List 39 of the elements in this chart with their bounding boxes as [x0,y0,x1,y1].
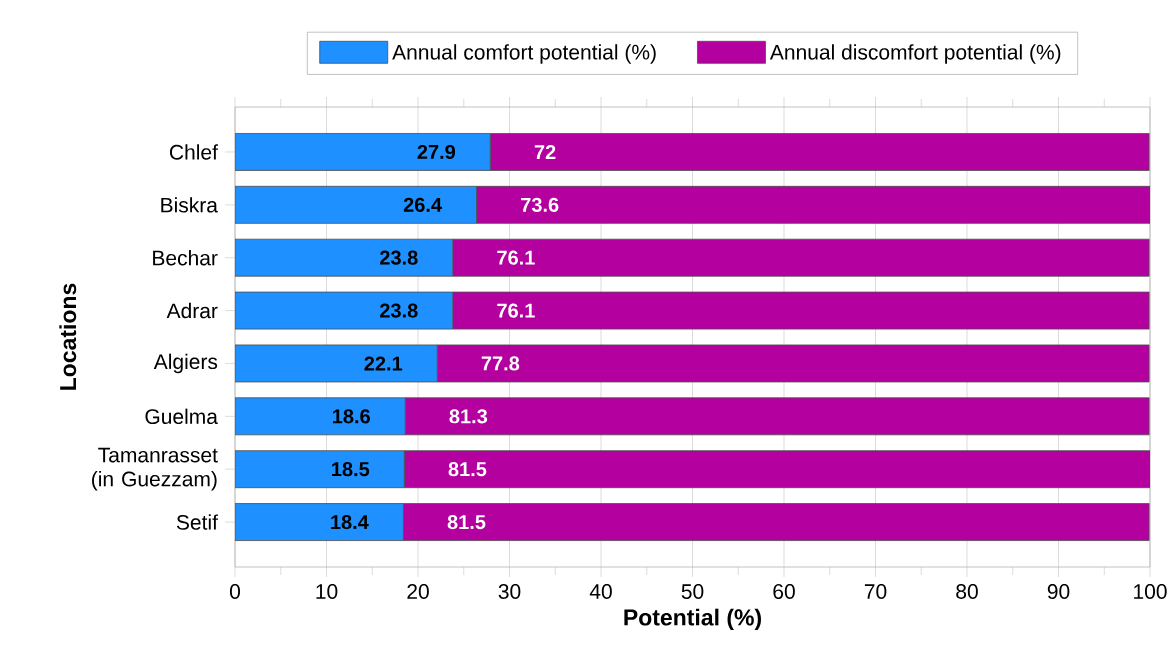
y-tick-label: Bechar [153,250,218,266]
data-label: 81.5 [447,514,486,530]
y-tick-label: Adrar [166,302,218,319]
x-tick-label: 0 [229,584,241,599]
data-label: 23.8 [380,250,418,265]
data-label: 22.1 [364,356,403,371]
y-tick-label: Tamanrasset (in Guezzam) [92,447,218,491]
data-label: 18.6 [333,409,370,424]
y-tick-label: Chlef [169,144,218,160]
data-label: 18.4 [331,514,369,530]
x-tick-label: 30 [498,584,521,599]
x-tick-label: 20 [407,584,429,599]
data-label: 23.8 [380,303,418,318]
legend-label: Annual discomfort potential (%) [769,44,1061,64]
y-tick-label: Algiers [153,353,218,374]
x-tick-label: 70 [864,584,887,599]
x-tick-label: 10 [316,584,338,599]
data-label: 81.5 [448,462,487,477]
x-tick-label: 60 [773,584,795,599]
y-tick-label: Biskra [161,197,218,213]
x-tick-label: 80 [956,584,978,599]
legend-label: Annual comfort potential (%) [392,44,656,64]
x-tick-label: 90 [1047,584,1070,599]
x-tick-label: 50 [681,584,704,599]
y-tick-label: Guelma [145,408,218,425]
data-label: 27.9 [417,144,456,160]
data-label: 76.1 [497,303,535,318]
y-axis-title: Locations [59,283,77,390]
data-label: 72 [534,144,556,159]
x-axis-title: Potential (%) [624,608,761,631]
x-tick-label: 40 [589,584,612,599]
data-label: 73.6 [521,197,559,212]
data-label: 26.4 [403,197,442,212]
x-tick-label: 100 [1134,584,1167,599]
data-label: 76.1 [497,250,535,265]
y-tick-label: Setif [176,514,218,530]
data-label: 77.8 [481,356,520,371]
data-label: 81.3 [449,409,488,424]
data-label: 18.5 [332,462,370,477]
